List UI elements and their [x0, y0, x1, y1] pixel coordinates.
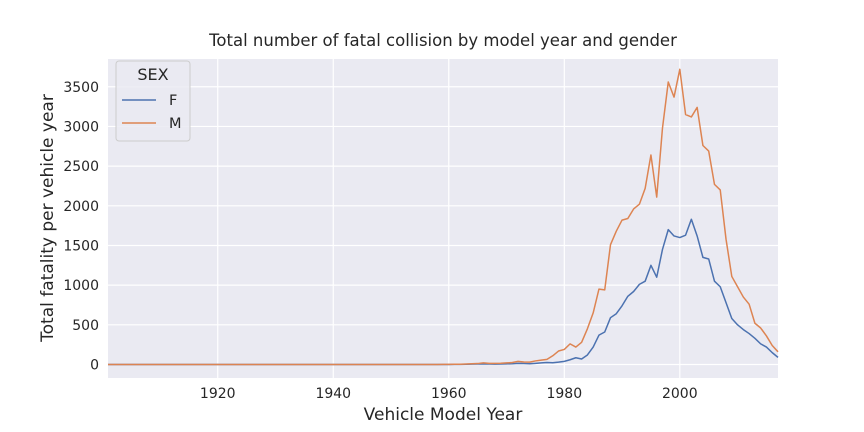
y-tick-label: 1500	[63, 238, 99, 254]
y-tick-label: 1000	[63, 278, 99, 294]
x-tick-label: 1920	[200, 386, 236, 402]
x-axis-label: Vehicle Model Year	[364, 405, 523, 425]
y-tick-labels: 0 500 1000 1500 2000 2500 3000 3500	[63, 80, 99, 374]
series-line-m	[108, 68, 779, 366]
y-tick-label: 500	[72, 318, 99, 334]
y-tick-label: 2000	[63, 199, 99, 215]
x-tick-labels: 1920 1940 1960 1980 2000	[200, 386, 698, 402]
legend-label-f: F	[169, 93, 177, 109]
x-tick-label: 2000	[662, 386, 698, 402]
plot-background	[108, 59, 778, 378]
y-axis-label: Total fatality per vehicle year	[38, 94, 58, 343]
y-tick-label: 3000	[63, 119, 99, 135]
x-tick-label: 1960	[431, 386, 467, 402]
y-tick-label: 0	[90, 358, 99, 374]
legend-title: SEX	[137, 65, 168, 84]
x-tick-label: 1980	[546, 386, 582, 402]
legend-box	[115, 60, 191, 142]
legend-label-m: M	[169, 116, 182, 132]
chart-title: Total number of fatal collision by model…	[208, 31, 677, 50]
series-layer	[108, 68, 779, 366]
y-tick-label: 3500	[63, 80, 99, 96]
y-tick-label: 2500	[63, 159, 99, 175]
legend: SEX F M	[115, 60, 191, 142]
x-tick-label: 1940	[315, 386, 351, 402]
